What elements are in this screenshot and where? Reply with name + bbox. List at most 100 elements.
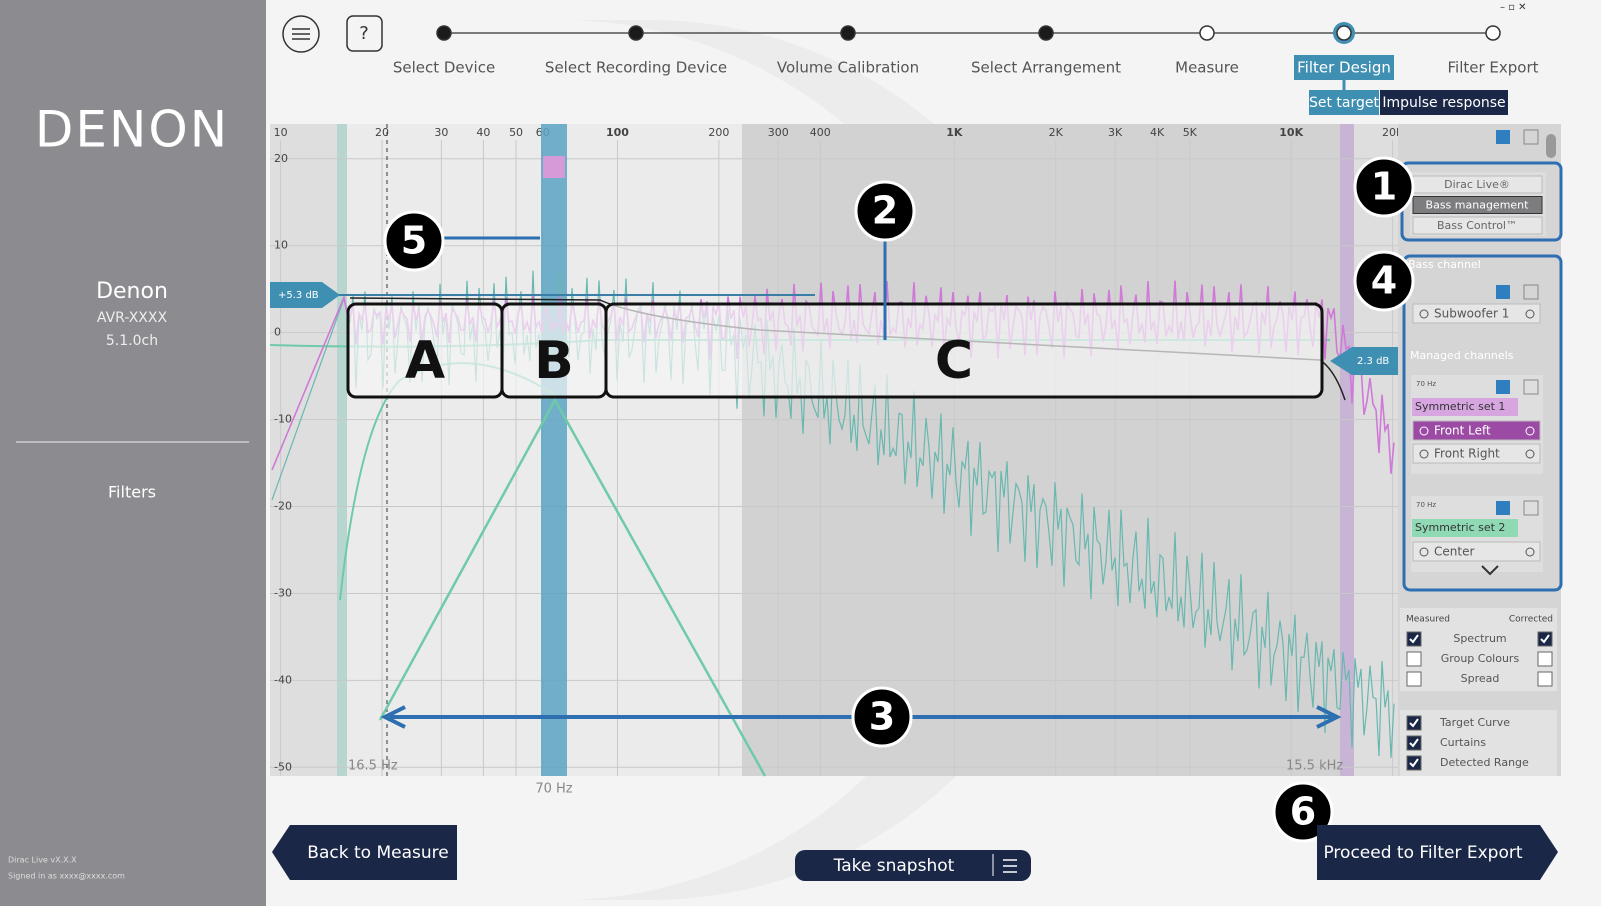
range-dark (742, 124, 1340, 776)
channel-name: Front Right (1434, 447, 1500, 461)
y-tick-label: 0 (274, 326, 281, 339)
step-label[interactable]: Select Device (393, 59, 495, 77)
channel-dot (1525, 449, 1535, 459)
display-option: Spectrum (1453, 632, 1506, 645)
set-freq: 70 Hz (1416, 501, 1436, 509)
model: AVR-XXXX (97, 310, 168, 326)
menu-button[interactable] (282, 15, 320, 53)
snapshot-list-icon[interactable] (1003, 859, 1017, 873)
x-tick-label: 5K (1183, 126, 1198, 139)
signed-in: Signed in as xxxx@xxxx.com (8, 872, 125, 881)
step-dot[interactable] (1336, 25, 1352, 41)
step-dot[interactable] (436, 25, 452, 41)
right-gain: 2.3 dB (1357, 356, 1389, 367)
step-label[interactable]: Select Arrangement (971, 59, 1121, 77)
crossover-handle[interactable] (543, 156, 565, 178)
checkmark (1540, 634, 1550, 644)
tab-bg (1380, 90, 1508, 115)
callout-number: 4 (1371, 259, 1397, 303)
checkbox[interactable] (1537, 671, 1553, 687)
tab[interactable]: Impulse response (1382, 95, 1505, 111)
crossover-label: 70 Hz (535, 782, 572, 797)
channel-row[interactable] (1412, 303, 1541, 324)
mode-option[interactable]: Dirac Live® (1444, 178, 1510, 191)
x-tick-label: 400 (810, 126, 831, 139)
mode-option-bg[interactable] (1412, 196, 1543, 214)
set-name-bg (1412, 519, 1518, 537)
channels: 5.1.0ch (106, 333, 158, 349)
icon[interactable] (1523, 129, 1539, 145)
menu-icon (292, 28, 310, 40)
icon[interactable] (1496, 380, 1510, 394)
checkbox[interactable] (1406, 671, 1422, 687)
mode-option[interactable]: Bass management (1426, 199, 1530, 212)
region-label: A (405, 331, 445, 391)
overlay-option: Detected Range (1440, 756, 1529, 769)
callout-number: 6 (1290, 790, 1316, 834)
crossover-band[interactable] (541, 124, 567, 776)
tab[interactable]: Set target (1309, 95, 1380, 111)
x-tick-label: 10K (1279, 126, 1303, 139)
step-label[interactable]: Filter Design (1297, 59, 1391, 77)
checkbox[interactable] (1406, 651, 1422, 667)
channel-name: Center (1434, 545, 1474, 559)
channel-row[interactable] (1412, 541, 1541, 562)
low-limit: 16.5 Hz (348, 759, 398, 774)
checkmark (1409, 718, 1419, 728)
tab-bg (1309, 90, 1379, 115)
y-tick-label: 10 (274, 239, 288, 252)
y-tick-label: -40 (274, 673, 292, 686)
checkbox[interactable] (1537, 651, 1553, 667)
icon[interactable] (1496, 130, 1510, 144)
icon[interactable] (1523, 379, 1539, 395)
proceed-button[interactable] (1317, 825, 1558, 880)
right-gain-marker[interactable] (1330, 347, 1398, 375)
checkmark (1409, 634, 1419, 644)
channel-dot (1525, 547, 1535, 557)
display-option: Group Colours (1441, 652, 1520, 665)
overlay-box (1400, 710, 1557, 776)
scrollbar[interactable] (1546, 134, 1556, 158)
callout-number: 1 (1371, 165, 1397, 209)
icon[interactable] (1523, 284, 1539, 300)
channel-dot (1419, 449, 1429, 459)
channel-row[interactable] (1412, 443, 1541, 464)
icon[interactable] (1496, 285, 1510, 299)
step-dot[interactable] (1038, 25, 1054, 41)
help-button[interactable] (346, 15, 383, 52)
display-header: Corrected (1509, 615, 1553, 625)
mode-option-bg[interactable] (1412, 216, 1543, 235)
scroll-down[interactable] (1481, 565, 1499, 576)
step-dot[interactable] (1485, 25, 1501, 41)
callout-badge (851, 686, 913, 748)
back-label: Back to Measure (307, 843, 448, 863)
step-highlight (1294, 55, 1394, 80)
x-tick-label: 40 (476, 126, 490, 139)
curtain-left[interactable] (337, 124, 347, 776)
step-dot[interactable] (628, 25, 644, 41)
x-tick-label: 100 (606, 126, 629, 139)
icon[interactable] (1523, 500, 1539, 516)
step-dot[interactable] (840, 25, 856, 41)
step-label[interactable]: Measure (1175, 59, 1239, 77)
high-limit: 15.5 kHz (1286, 759, 1343, 774)
icon[interactable] (1496, 501, 1510, 515)
step-label[interactable]: Select Recording Device (545, 59, 727, 77)
window-controls[interactable]: – ▫ ✕ (1500, 2, 1527, 13)
channel-dot (1525, 309, 1535, 319)
curtain-right[interactable] (1340, 124, 1354, 776)
section-label: Managed channels (1410, 349, 1514, 362)
callout-badge (854, 180, 916, 242)
mode-option[interactable]: Bass Control™ (1437, 219, 1517, 232)
back-button[interactable] (272, 825, 457, 880)
snapshot-button[interactable] (795, 850, 1031, 881)
step-dot[interactable] (1199, 25, 1215, 41)
callout-badge (1353, 250, 1415, 312)
checkmark (1409, 758, 1419, 768)
menu-item[interactable]: Filters (108, 483, 156, 502)
step-label[interactable]: Filter Export (1447, 59, 1538, 77)
x-tick-label: 4K (1150, 126, 1165, 139)
step-label[interactable]: Volume Calibration (777, 59, 919, 77)
channel-row[interactable] (1412, 420, 1541, 441)
left-gain-marker[interactable] (270, 282, 340, 308)
